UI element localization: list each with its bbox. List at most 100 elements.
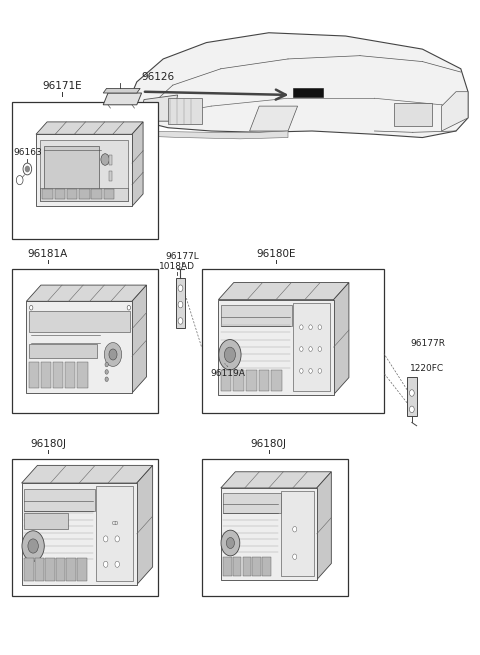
Circle shape [115,536,120,542]
Polygon shape [103,93,142,105]
Circle shape [127,305,131,310]
Bar [221,370,231,390]
Polygon shape [132,285,146,393]
Bar [407,377,417,416]
Circle shape [105,377,108,381]
Circle shape [219,339,241,370]
Bar [96,486,133,582]
Text: 96181A: 96181A [28,249,68,259]
Bar [262,557,271,576]
Circle shape [115,561,120,567]
Text: 96177R: 96177R [410,339,445,348]
Bar [293,303,330,392]
Circle shape [293,554,297,559]
Text: 1220FC: 1220FC [410,364,444,373]
Circle shape [409,406,414,413]
Bar [202,269,384,413]
Polygon shape [22,465,153,483]
Bar [221,305,292,326]
Text: 96177L: 96177L [166,252,199,261]
Bar [176,278,185,328]
Circle shape [318,369,322,373]
Text: 96119A: 96119A [211,369,245,379]
Bar [223,557,232,576]
Polygon shape [127,33,468,138]
Text: 96126: 96126 [142,72,175,82]
Circle shape [23,163,32,175]
Text: 1018AD: 1018AD [158,262,195,271]
Circle shape [109,349,117,360]
Circle shape [309,346,312,352]
Polygon shape [221,472,331,488]
Circle shape [309,325,312,329]
Circle shape [104,561,108,567]
Polygon shape [137,465,153,585]
Polygon shape [36,122,143,134]
Bar [91,189,102,199]
Polygon shape [26,285,146,301]
Polygon shape [103,88,140,93]
Bar [12,102,158,239]
Bar [79,189,89,199]
Bar [259,370,269,390]
Circle shape [25,166,29,172]
Bar [40,140,128,201]
Bar [218,300,334,394]
Polygon shape [317,472,331,580]
Circle shape [178,301,183,308]
Polygon shape [139,95,178,121]
Bar [77,558,86,580]
Bar [35,558,44,580]
Circle shape [300,346,303,352]
Circle shape [22,531,44,561]
Bar [24,558,34,580]
Circle shape [16,176,23,185]
Bar [29,311,130,331]
Bar [242,557,251,576]
Bar [29,345,97,358]
Circle shape [28,539,38,553]
Text: 96180J: 96180J [251,439,287,449]
Bar [22,483,137,585]
Circle shape [101,154,109,165]
Polygon shape [132,122,143,206]
Bar [104,189,114,199]
Polygon shape [442,92,468,131]
Bar [109,171,112,181]
Bar [56,558,65,580]
Bar [233,557,241,576]
Circle shape [293,527,297,532]
Bar [221,488,317,580]
Bar [12,458,158,596]
Bar [12,269,158,413]
Bar [65,362,75,388]
Bar [223,493,281,513]
Bar [109,155,112,165]
Text: 96180J: 96180J [30,439,66,449]
Bar [252,557,261,576]
Circle shape [104,536,108,542]
Text: 96180E: 96180E [256,249,296,259]
Circle shape [221,530,240,556]
Bar [271,370,282,390]
Circle shape [409,390,414,396]
Bar [40,188,128,201]
Bar [66,558,76,580]
Circle shape [300,325,303,329]
Bar [77,362,87,388]
Circle shape [178,285,183,291]
Circle shape [300,369,303,373]
Polygon shape [250,106,298,131]
Bar [24,512,68,529]
Bar [45,558,55,580]
Text: 96171E: 96171E [43,81,82,91]
Bar [42,189,53,199]
Polygon shape [218,282,349,300]
Circle shape [227,538,234,548]
Bar [26,301,132,393]
Bar [202,458,348,596]
Bar [24,489,96,512]
Circle shape [178,318,183,324]
Bar [67,189,77,199]
Circle shape [105,362,108,367]
